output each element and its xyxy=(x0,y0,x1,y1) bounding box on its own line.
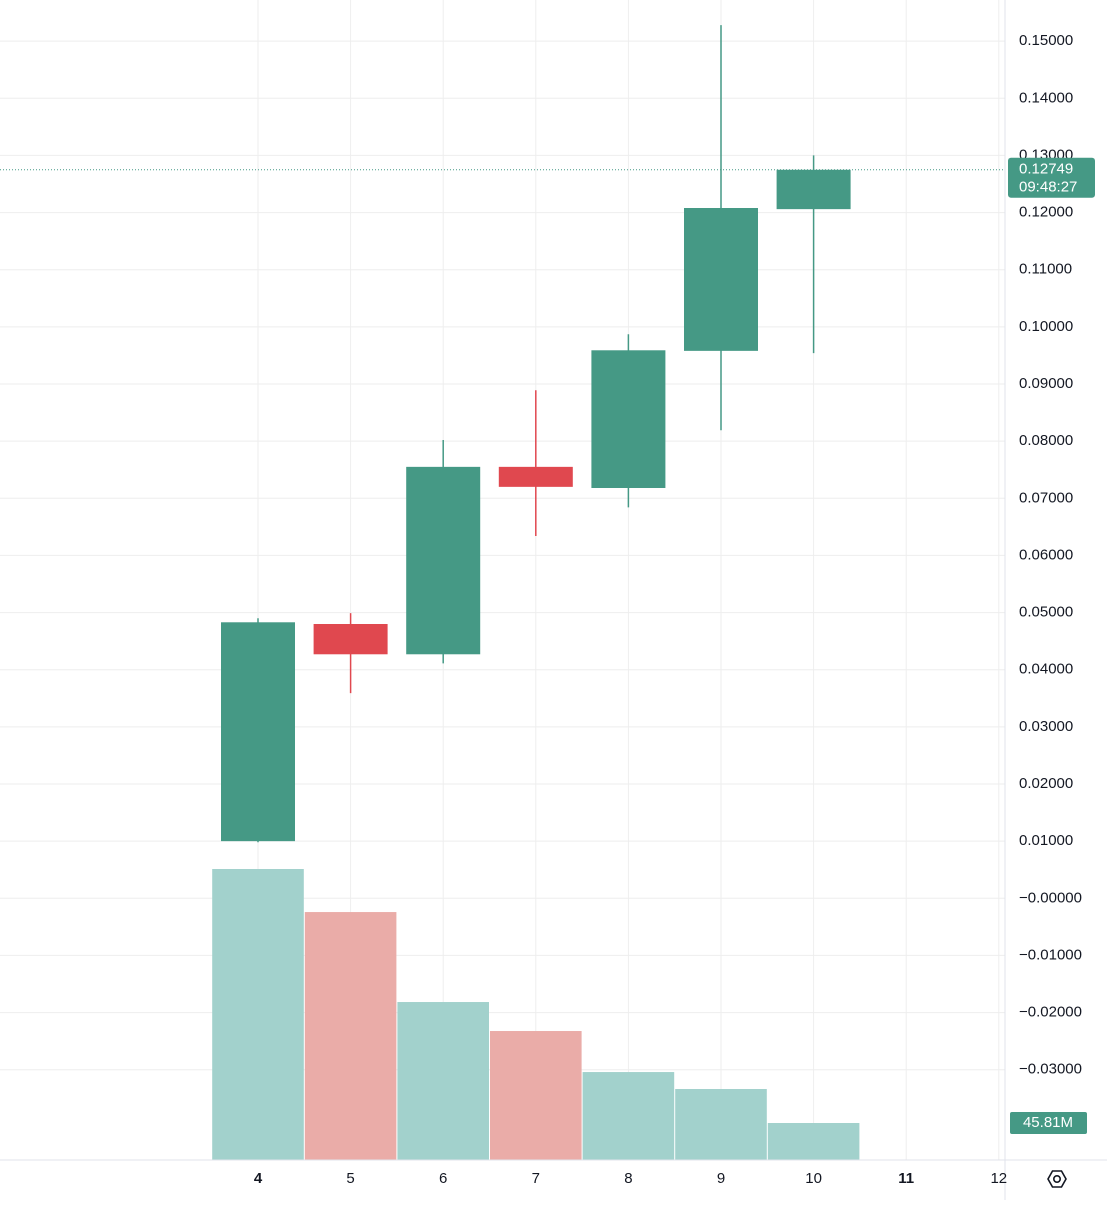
candle-body xyxy=(406,466,481,655)
y-tick-label: 0.10000 xyxy=(1019,318,1073,335)
candle-body xyxy=(684,208,758,351)
y-tick-label: 0.02000 xyxy=(1019,775,1073,792)
candle-body xyxy=(313,624,388,655)
settings-icon[interactable] xyxy=(1047,1170,1067,1188)
x-tick-label: 11 xyxy=(898,1170,914,1187)
x-tick-label: 10 xyxy=(805,1170,822,1187)
x-tick-label: 9 xyxy=(717,1170,725,1187)
x-tick-label: 8 xyxy=(624,1170,632,1187)
candle-body xyxy=(221,622,295,842)
candle-body xyxy=(591,350,666,488)
y-tick-label: −0.00000 xyxy=(1019,889,1082,906)
volume-bar xyxy=(304,912,397,1160)
candle-body xyxy=(498,466,573,487)
candle-body xyxy=(776,169,851,210)
volume-bar xyxy=(212,869,304,1160)
volume-badge xyxy=(1010,1112,1087,1135)
price-badge xyxy=(1008,157,1095,198)
y-tick-label: 0.07000 xyxy=(1019,489,1073,506)
y-tick-label: 0.08000 xyxy=(1019,432,1073,449)
y-tick-label: 0.15000 xyxy=(1019,32,1073,49)
x-tick-label: 6 xyxy=(439,1170,447,1187)
countdown-label: 09:48:27 xyxy=(1019,179,1077,196)
x-tick-label: 5 xyxy=(346,1170,354,1187)
y-tick-label: 0.11000 xyxy=(1019,261,1072,278)
volume-bar xyxy=(490,1031,582,1160)
y-tick-label: 0.12000 xyxy=(1019,204,1073,221)
y-tick-label: 0.06000 xyxy=(1019,546,1073,563)
y-tick-label: −0.03000 xyxy=(1019,1061,1082,1078)
y-tick-label: 0.09000 xyxy=(1019,375,1073,392)
y-tick-label: 0.14000 xyxy=(1019,89,1073,106)
x-tick-label: 7 xyxy=(532,1170,540,1187)
volume-bar xyxy=(767,1123,860,1160)
volume-bar xyxy=(582,1072,675,1160)
volume-bar xyxy=(397,1002,489,1160)
volume-bar xyxy=(675,1089,767,1160)
y-tick-label: 0.03000 xyxy=(1019,718,1073,735)
y-tick-label: 0.05000 xyxy=(1019,604,1073,621)
y-tick-label: 0.01000 xyxy=(1019,832,1073,849)
x-tick-label: 4 xyxy=(254,1170,263,1187)
y-tick-label: −0.02000 xyxy=(1019,1004,1082,1021)
volume-label: 45.81M xyxy=(1023,1114,1073,1131)
settings-hex xyxy=(1047,1170,1067,1188)
last-price-label: 0.12749 xyxy=(1019,161,1073,178)
y-tick-label: −0.01000 xyxy=(1019,946,1082,963)
x-tick-label: 12 xyxy=(990,1170,1007,1187)
settings-dot xyxy=(1052,1174,1062,1184)
y-tick-label: 0.04000 xyxy=(1019,661,1073,678)
